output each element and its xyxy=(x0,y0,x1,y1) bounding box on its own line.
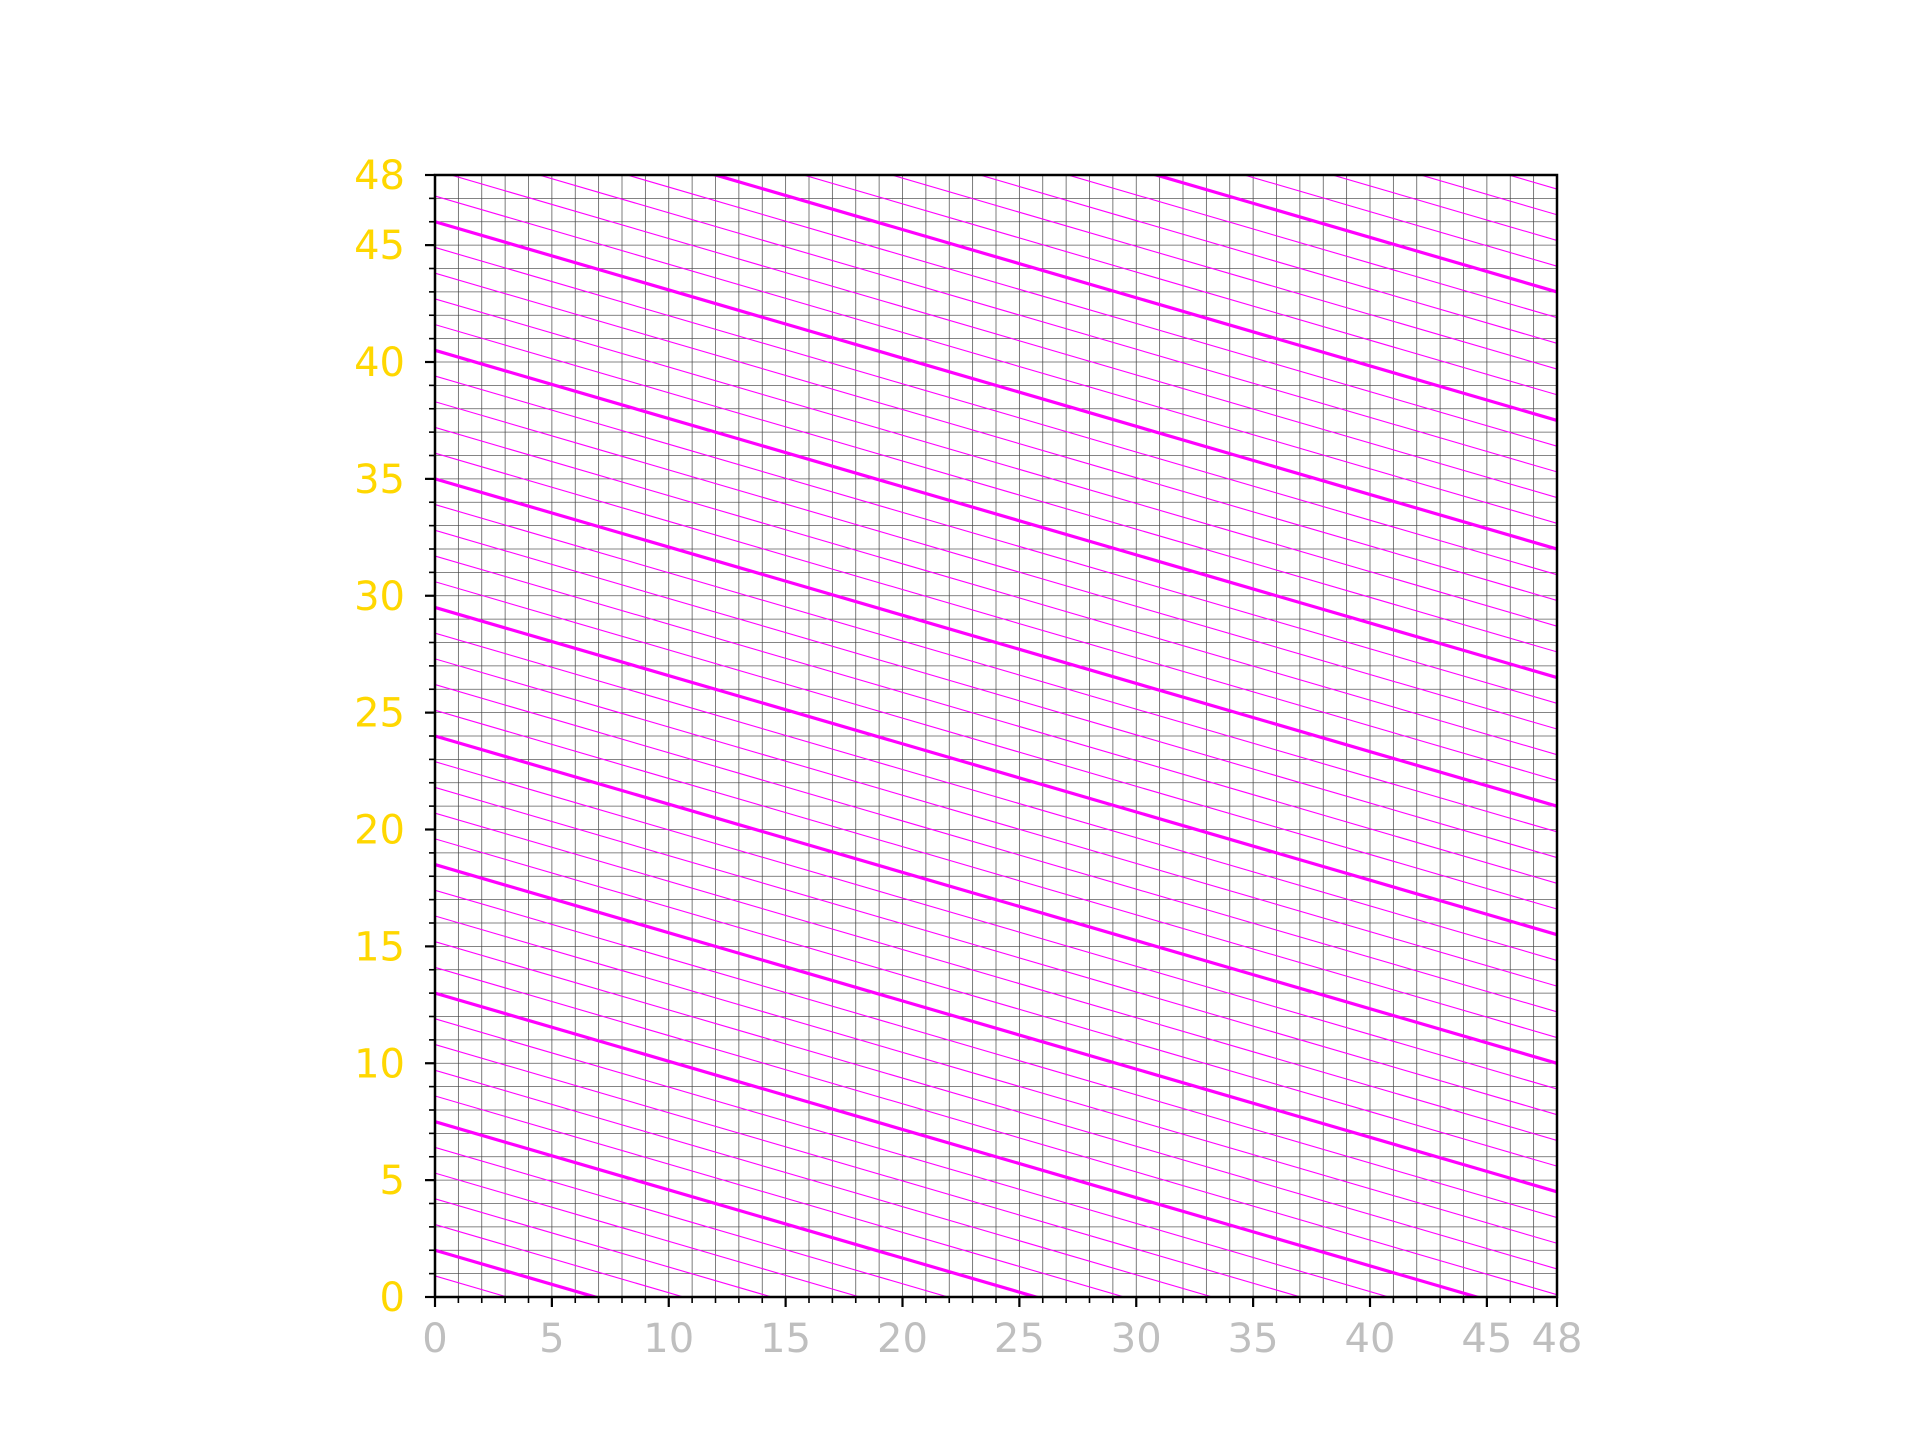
series-line-thin xyxy=(435,324,1557,653)
series-line-thin xyxy=(435,1146,950,1297)
series-line-thin xyxy=(435,375,1557,704)
series-line-thin xyxy=(435,0,1557,163)
y-tick-label: 25 xyxy=(354,691,405,737)
y-tick-label: 30 xyxy=(354,574,405,620)
series-line-major xyxy=(435,477,1557,808)
x-tick-label: 48 xyxy=(1532,1316,1583,1362)
y-tick-label: 48 xyxy=(354,153,405,199)
series-line-thin xyxy=(435,1224,686,1297)
x-tick-label: 20 xyxy=(877,1316,928,1362)
series-line-thin xyxy=(435,529,1557,859)
series-line-thin xyxy=(435,426,1557,756)
series-line-thin xyxy=(435,1095,1127,1297)
series-line-thin xyxy=(1330,175,1557,242)
series-line-thin xyxy=(435,1172,862,1297)
y-tick-label: 20 xyxy=(354,808,405,854)
series-line-major xyxy=(709,175,1557,423)
series-line-thin xyxy=(435,1353,1557,1440)
series-line-thin xyxy=(537,175,1557,473)
y-tick-label: 40 xyxy=(354,340,405,386)
x-tick-label: 10 xyxy=(643,1316,694,1362)
y-tick-label: 0 xyxy=(380,1275,405,1321)
series-line-thin xyxy=(435,1379,1557,1440)
x-tick-label: 45 xyxy=(1461,1316,1512,1362)
y-tick-label: 10 xyxy=(354,1041,405,1087)
series-line-thin xyxy=(435,941,1557,1270)
series-line-thin xyxy=(435,1430,1557,1440)
y-axis: 0 5 10 15 20 25 30 35 40 45 48 xyxy=(354,153,435,1321)
series-line-thin xyxy=(435,272,1557,601)
series-line-thin xyxy=(625,175,1557,447)
series-line-thin xyxy=(977,175,1557,344)
series-line-thin xyxy=(435,786,1557,1116)
series-line-thin xyxy=(435,684,1557,1013)
x-tick-label: 0 xyxy=(422,1316,447,1362)
series-line-thin xyxy=(435,658,1557,987)
series-line-thin xyxy=(435,1069,1215,1297)
series-line-thin xyxy=(435,452,1557,781)
y-tick-label: 5 xyxy=(380,1158,405,1204)
series-line-major xyxy=(435,220,1557,551)
series-line-major xyxy=(435,1120,1042,1297)
x-tick-label: 30 xyxy=(1111,1316,1162,1362)
series-line-thin xyxy=(1506,175,1557,190)
series-line-thin xyxy=(435,838,1557,1167)
series-line-thin xyxy=(435,1044,1303,1297)
series-line-thin xyxy=(435,1405,1557,1440)
series-line-thin xyxy=(889,175,1557,370)
series-line-thin xyxy=(449,175,1557,499)
series-line-thin xyxy=(435,966,1557,1296)
series-line-major xyxy=(435,605,1557,937)
series-line-thin xyxy=(435,401,1557,730)
x-axis: 0 5 10 15 20 25 30 35 40 45 48 xyxy=(422,1297,1582,1362)
series-line-thin xyxy=(435,761,1557,1090)
line-family xyxy=(435,0,1557,1440)
y-tick-label: 45 xyxy=(354,223,405,269)
series-line-thin xyxy=(435,632,1557,961)
series-line-thin xyxy=(435,709,1557,1039)
series-line-thin xyxy=(435,246,1557,576)
series-line-thin xyxy=(1066,175,1557,319)
series-line-major xyxy=(1150,175,1557,294)
series-line-thin xyxy=(435,1018,1391,1297)
series-line-major xyxy=(435,734,1557,1065)
series-line-major xyxy=(435,863,1557,1194)
series-line-thin xyxy=(435,915,1557,1244)
minor-grid xyxy=(435,175,1557,1297)
series-line-thin xyxy=(435,1198,774,1297)
series-line-major xyxy=(435,991,1483,1297)
x-tick-label: 35 xyxy=(1228,1316,1279,1362)
x-tick-label: 25 xyxy=(994,1316,1045,1362)
y-tick-label: 15 xyxy=(354,924,405,970)
series-line-thin xyxy=(1242,175,1557,267)
x-tick-label: 15 xyxy=(760,1316,811,1362)
series-line-thin xyxy=(435,581,1557,910)
series-line-major xyxy=(435,348,1557,680)
series-line-thin xyxy=(435,504,1557,833)
x-tick-label: 5 xyxy=(539,1316,564,1362)
y-tick-label: 35 xyxy=(354,457,405,503)
x-tick-label: 40 xyxy=(1345,1316,1396,1362)
series-line-thin xyxy=(435,298,1557,627)
series-line-thin xyxy=(435,889,1557,1219)
series-line-thin xyxy=(435,195,1557,524)
series-line-thin xyxy=(435,555,1557,884)
series-line-thin xyxy=(435,812,1557,1141)
series-line-thin xyxy=(801,175,1557,396)
